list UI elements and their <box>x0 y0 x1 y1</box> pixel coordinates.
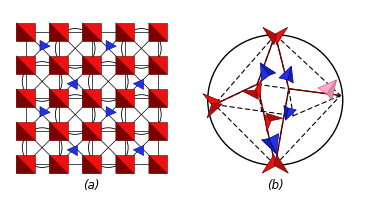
Polygon shape <box>67 145 77 156</box>
Polygon shape <box>116 89 134 107</box>
Polygon shape <box>50 89 68 107</box>
Polygon shape <box>17 23 35 41</box>
Polygon shape <box>116 23 134 41</box>
Polygon shape <box>149 23 167 41</box>
Polygon shape <box>17 89 35 107</box>
Polygon shape <box>83 89 101 107</box>
Polygon shape <box>17 56 35 74</box>
Polygon shape <box>263 27 276 45</box>
Polygon shape <box>149 23 167 41</box>
Polygon shape <box>254 80 261 98</box>
Polygon shape <box>83 56 101 74</box>
Polygon shape <box>50 23 68 41</box>
Polygon shape <box>83 23 101 41</box>
Polygon shape <box>274 27 288 45</box>
Polygon shape <box>149 56 167 74</box>
Polygon shape <box>17 23 35 41</box>
Polygon shape <box>261 63 269 81</box>
Polygon shape <box>17 155 35 173</box>
Polygon shape <box>207 103 222 118</box>
Polygon shape <box>149 155 167 173</box>
Polygon shape <box>116 23 134 41</box>
Polygon shape <box>116 56 134 74</box>
Polygon shape <box>133 145 143 156</box>
Text: (a): (a) <box>84 179 100 192</box>
Polygon shape <box>149 122 167 140</box>
Polygon shape <box>262 155 277 173</box>
Polygon shape <box>262 139 276 154</box>
Polygon shape <box>327 80 337 100</box>
Polygon shape <box>106 107 116 117</box>
Polygon shape <box>274 155 288 173</box>
Polygon shape <box>83 122 101 140</box>
Polygon shape <box>83 155 101 173</box>
Polygon shape <box>17 122 35 140</box>
Polygon shape <box>116 89 134 107</box>
Polygon shape <box>50 155 68 173</box>
Polygon shape <box>50 89 68 107</box>
Polygon shape <box>116 155 134 173</box>
Polygon shape <box>116 122 134 140</box>
Text: (b): (b) <box>267 179 284 192</box>
Polygon shape <box>149 89 167 107</box>
Polygon shape <box>149 89 167 107</box>
Polygon shape <box>83 56 101 74</box>
Polygon shape <box>149 155 167 173</box>
Polygon shape <box>50 122 68 140</box>
Polygon shape <box>50 122 68 140</box>
Polygon shape <box>83 122 101 140</box>
Polygon shape <box>279 66 291 80</box>
Polygon shape <box>67 79 77 89</box>
Polygon shape <box>83 155 101 173</box>
Polygon shape <box>269 134 279 154</box>
Polygon shape <box>83 89 101 107</box>
Polygon shape <box>261 63 276 75</box>
Polygon shape <box>286 108 296 120</box>
Polygon shape <box>17 155 35 173</box>
Polygon shape <box>116 122 134 140</box>
Polygon shape <box>266 113 283 121</box>
Polygon shape <box>116 155 134 173</box>
Polygon shape <box>50 23 68 41</box>
Polygon shape <box>50 155 68 173</box>
Polygon shape <box>265 115 272 132</box>
Polygon shape <box>242 90 258 99</box>
Polygon shape <box>288 66 293 83</box>
Polygon shape <box>50 56 68 74</box>
Polygon shape <box>133 79 143 89</box>
Polygon shape <box>318 80 337 94</box>
Polygon shape <box>83 23 101 41</box>
Polygon shape <box>203 94 222 106</box>
Polygon shape <box>17 122 35 140</box>
Polygon shape <box>40 40 50 51</box>
Polygon shape <box>17 89 35 107</box>
Polygon shape <box>116 56 134 74</box>
Polygon shape <box>284 105 288 120</box>
Polygon shape <box>50 56 68 74</box>
Polygon shape <box>40 107 50 117</box>
Polygon shape <box>149 56 167 74</box>
Polygon shape <box>149 122 167 140</box>
Polygon shape <box>17 56 35 74</box>
Polygon shape <box>106 40 116 51</box>
